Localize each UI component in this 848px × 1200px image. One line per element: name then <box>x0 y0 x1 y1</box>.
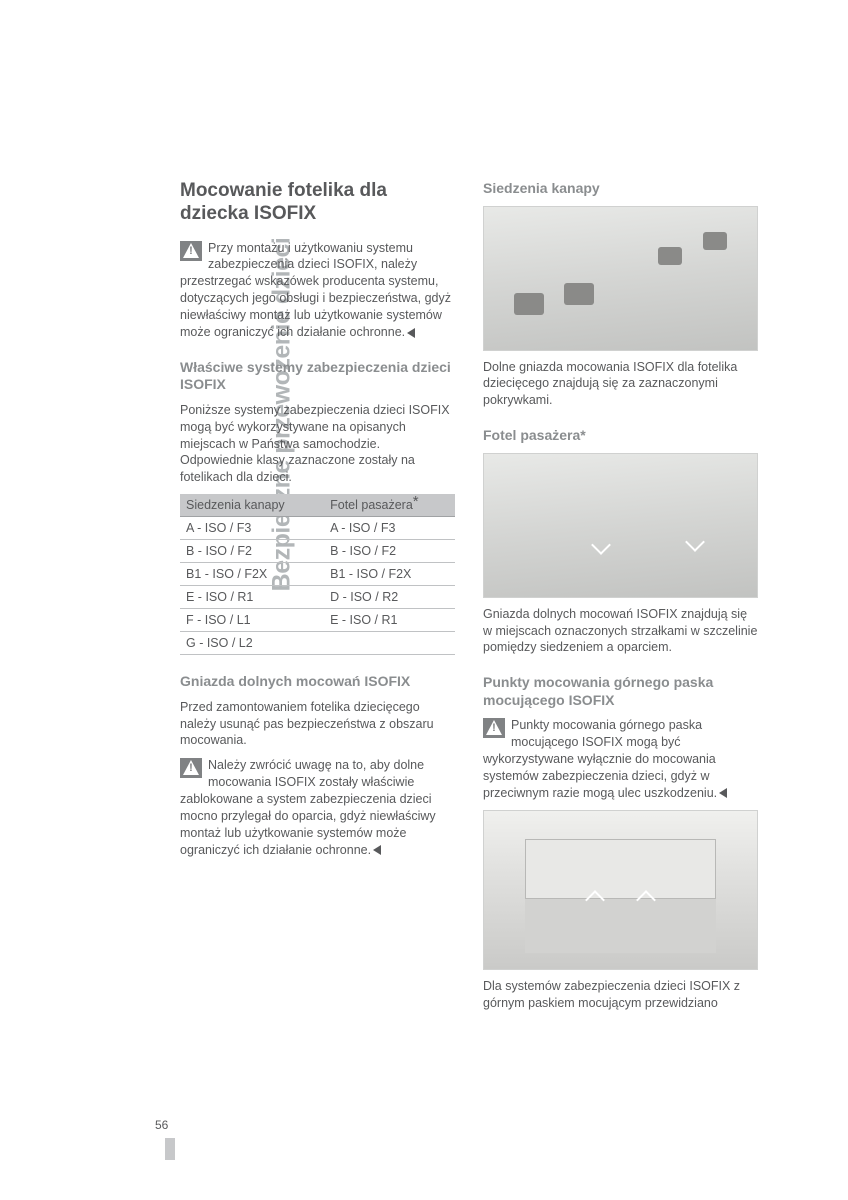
figure-passenger-isofix <box>483 453 758 598</box>
table-row: A - ISO / F3A - ISO / F3 <box>180 517 455 540</box>
warning-note-3: Punkty mocowania górnego paska mocująceg… <box>483 717 758 801</box>
table-header-passenger: Fotel pasażera* <box>324 494 455 517</box>
page-edge-marker <box>165 1138 175 1160</box>
end-mark-icon <box>407 328 415 338</box>
page-content: Mocowanie fotelika dla dziecka ISOFIX Pr… <box>0 0 848 1200</box>
paragraph-remove-belt: Przed zamontowaniem fotelika dziecięcego… <box>180 699 455 750</box>
table-row: G - ISO / L2 <box>180 632 455 655</box>
warning-text: Punkty mocowania górnego paska mocująceg… <box>483 718 717 800</box>
end-mark-icon <box>373 845 381 855</box>
paragraph-systems-intro: Poniższe systemy zabezpieczenia dzieci I… <box>180 402 455 486</box>
subheading-lower-sockets: Gniazda dolnych mocowań ISOFIX <box>180 673 455 691</box>
figure-trunk-tether <box>483 810 758 970</box>
warning-icon <box>483 718 505 738</box>
subheading-passenger-seat: Fotel pasażera* <box>483 427 758 445</box>
warning-icon <box>180 758 202 778</box>
table-header-bench: Siedzenia kanapy <box>180 494 324 517</box>
paragraph-passenger-caption: Gniazda dolnych mocowań ISOFIX znajdują … <box>483 606 758 657</box>
table-row: F - ISO / L1E - ISO / R1 <box>180 609 455 632</box>
table-row: E - ISO / R1D - ISO / R2 <box>180 586 455 609</box>
table-row: B - ISO / F2B - ISO / F2 <box>180 540 455 563</box>
subheading-bench-seat: Siedzenia kanapy <box>483 180 758 198</box>
warning-note-1: Przy montażu i użytkowaniu systemu zabez… <box>180 240 455 341</box>
warning-note-2: Należy zwrócić uwagę na to, aby dolne mo… <box>180 757 455 858</box>
warning-text: Należy zwrócić uwagę na to, aby dolne mo… <box>180 758 436 856</box>
right-column: Siedzenia kanapy Dolne gniazda mocowania… <box>483 180 758 1019</box>
isofix-table: Siedzenia kanapy Fotel pasażera* A - ISO… <box>180 494 455 655</box>
paragraph-bench-caption: Dolne gniazda mocowania ISOFIX dla fotel… <box>483 359 758 410</box>
two-column-layout: Mocowanie fotelika dla dziecka ISOFIX Pr… <box>180 180 758 1019</box>
page-title: Mocowanie fotelika dla dziecka ISOFIX <box>180 180 455 226</box>
page-number: 56 <box>155 1118 168 1132</box>
end-mark-icon <box>719 788 727 798</box>
paragraph-trunk-caption: Dla systemów zabezpieczenia dzieci ISOFI… <box>483 978 758 1012</box>
subheading-top-tether: Punkty mocowania górnego paska mocująceg… <box>483 674 758 709</box>
warning-icon <box>180 241 202 261</box>
left-column: Mocowanie fotelika dla dziecka ISOFIX Pr… <box>180 180 455 1019</box>
table-row: B1 - ISO / F2XB1 - ISO / F2X <box>180 563 455 586</box>
subheading-proper-systems: Właściwe systemy zabezpieczenia dzieci I… <box>180 359 455 394</box>
figure-bench-isofix <box>483 206 758 351</box>
warning-text: Przy montażu i użytkowaniu systemu zabez… <box>180 241 451 339</box>
